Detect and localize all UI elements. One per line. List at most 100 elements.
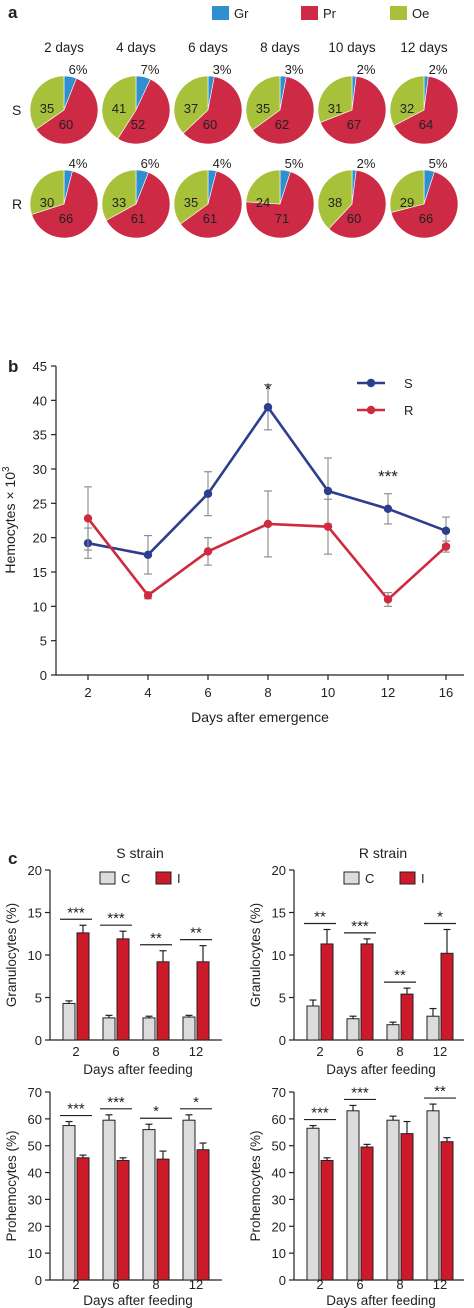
pie-label-oe: 38 — [328, 195, 342, 210]
pie-column-label: 10 days — [328, 40, 376, 55]
pie-label-oe: 31 — [328, 101, 342, 116]
bar-infected — [156, 961, 170, 1041]
y-tick-label: 20 — [28, 1219, 42, 1234]
bar-control — [62, 1002, 76, 1041]
x-tick-label: 2 — [316, 1044, 323, 1059]
bar-control — [386, 1119, 400, 1281]
legend-label-c: C — [365, 871, 374, 886]
bar-infected — [320, 943, 334, 1041]
pie-slice-oe — [317, 169, 353, 230]
legend-swatch-oe — [390, 6, 407, 20]
pie-slice-pr — [182, 76, 243, 145]
legend-label-gr: Gr — [234, 6, 249, 21]
bar-control — [102, 1119, 116, 1281]
panel-label-b: b — [8, 357, 18, 376]
x-tick-label: 4 — [144, 685, 151, 700]
significance-marker: ** — [434, 1083, 446, 1100]
pie-slice-oe — [101, 169, 137, 221]
x-axis-title: Days after feeding — [326, 1062, 436, 1077]
legend-swatch-pr — [301, 6, 318, 20]
bar-infected — [156, 1158, 170, 1281]
x-axis-title: Days after emergence — [191, 709, 329, 725]
x-tick-label: 12 — [189, 1277, 203, 1292]
pie-slice-oe — [29, 75, 65, 130]
pie-slice-oe — [389, 75, 425, 127]
pie-label-gr: 2% — [429, 62, 448, 77]
pie-label-oe: 37 — [184, 101, 198, 116]
pie-label-pr: 71 — [275, 211, 289, 226]
x-tick-label: 16 — [439, 685, 453, 700]
bar-control — [426, 1015, 440, 1041]
data-point-r — [263, 519, 273, 529]
pie-slice-oe — [317, 75, 353, 123]
x-tick-label: 2 — [72, 1277, 79, 1292]
pie-slice-oe — [173, 75, 209, 134]
y-tick-label: 40 — [272, 1166, 286, 1181]
pie-slice-pr — [35, 77, 99, 145]
x-tick-label: 12 — [381, 685, 395, 700]
legend-label-oe: Oe — [412, 6, 429, 21]
y-tick-label: 30 — [28, 1192, 42, 1207]
pie-label-oe: 35 — [256, 101, 270, 116]
pie-label-gr: 2% — [357, 156, 376, 171]
pie-slice-oe — [29, 169, 65, 215]
y-tick-label: 0 — [35, 1033, 42, 1048]
panel-label-c: c — [8, 849, 17, 868]
pie-label-pr: 62 — [275, 117, 289, 132]
legend-swatch-c — [343, 871, 360, 885]
pie-slice-pr — [31, 170, 99, 239]
significance-marker: *** — [378, 467, 398, 486]
pie-label-oe: 41 — [112, 101, 126, 116]
x-tick-label: 6 — [112, 1277, 119, 1292]
pie-label-pr: 52 — [131, 117, 145, 132]
pie-slice-oe — [101, 75, 137, 140]
pie-label-gr: 7% — [141, 62, 160, 77]
pie-label-pr: 60 — [203, 117, 217, 132]
series-line-r — [86, 517, 447, 602]
bar-infected — [196, 961, 210, 1041]
legend-swatch-c — [99, 871, 116, 885]
x-tick-label: 6 — [356, 1277, 363, 1292]
y-tick-label: 20 — [272, 863, 286, 878]
pie-slice-pr — [117, 78, 171, 145]
bar-control — [346, 1110, 360, 1281]
significance-marker: ** — [190, 925, 202, 942]
bar-infected — [320, 1159, 334, 1281]
bar-infected — [76, 1157, 90, 1281]
legend-marker-s — [366, 378, 376, 388]
pie-label-gr: 2% — [357, 62, 376, 77]
y-tick-label: 10 — [28, 1246, 42, 1261]
pie-row-label-r: R — [12, 196, 22, 212]
y-tick-label: 30 — [33, 462, 47, 477]
significance-marker: *** — [311, 1105, 329, 1122]
y-tick-label: 5 — [35, 991, 42, 1006]
y-tick-label: 0 — [35, 1273, 42, 1288]
bar-infected — [76, 932, 90, 1041]
significance-marker: ** — [314, 909, 326, 926]
pie-slice-pr — [245, 171, 315, 239]
legend-label-r: R — [404, 403, 413, 418]
x-tick-label: 2 — [316, 1277, 323, 1292]
data-point-r — [383, 595, 393, 604]
legend-swatch-i — [399, 871, 416, 885]
legend-label-s: S — [404, 376, 413, 391]
y-tick-label: 15 — [272, 906, 286, 921]
data-point-r — [143, 591, 153, 600]
pie-label-pr: 61 — [131, 211, 145, 226]
pie-column-label: 8 days — [260, 40, 300, 55]
x-tick-label: 6 — [356, 1044, 363, 1059]
x-tick-label: 8 — [152, 1277, 159, 1292]
pie-label-gr: 4% — [213, 156, 232, 171]
pie-slice-pr — [393, 75, 459, 145]
bar-infected — [116, 1159, 130, 1281]
legend-swatch-i — [155, 871, 172, 885]
data-point-s — [203, 489, 213, 498]
y-tick-label: 10 — [33, 599, 47, 614]
pie-label-pr: 67 — [347, 117, 361, 132]
y-tick-label: 0 — [40, 668, 47, 683]
pie-slice-pr — [252, 76, 315, 145]
bar-infected — [440, 952, 454, 1041]
bar-control — [142, 1017, 156, 1041]
pie-label-gr: 6% — [141, 156, 160, 171]
significance-marker: *** — [107, 910, 125, 927]
